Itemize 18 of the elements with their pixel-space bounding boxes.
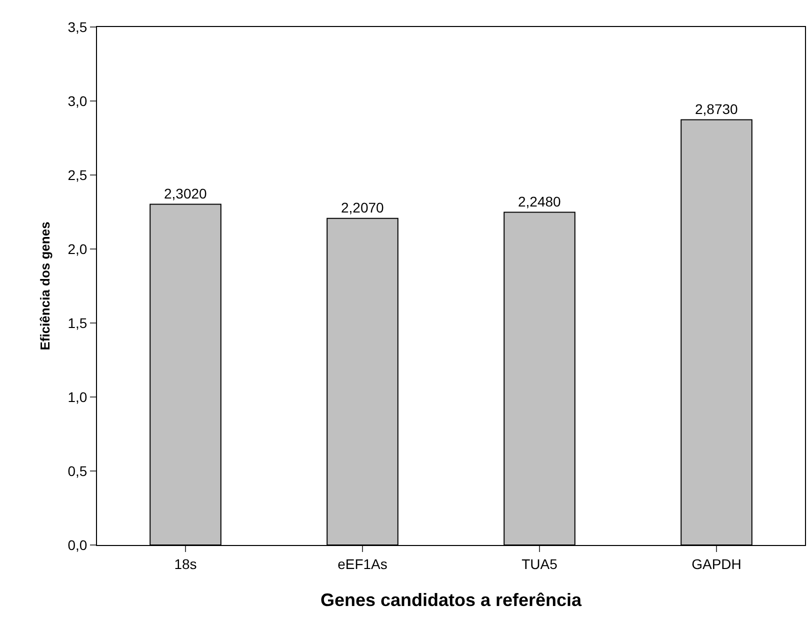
y-tick-label: 2,5	[68, 166, 88, 183]
y-tick-label: 0,5	[68, 462, 88, 479]
data-label: 2,2070	[340, 199, 384, 216]
y-tick-label: 2,0	[68, 240, 88, 257]
x-tick-label: eEF1As	[338, 556, 388, 572]
x-axis-title: Genes candidatos a referência	[320, 590, 583, 610]
data-label: 2,2480	[518, 193, 562, 210]
x-tick-label: TUA5	[522, 556, 558, 572]
y-tick-label: 3,5	[68, 18, 88, 35]
y-axis-title: Eficiência dos genes	[38, 222, 53, 350]
x-tick-label: 18s	[174, 556, 197, 572]
y-tick-label: 1,0	[68, 388, 88, 405]
y-tick-label: 0,0	[68, 536, 88, 553]
x-tick-label: GAPDH	[692, 556, 742, 572]
data-label: 2,3020	[164, 185, 208, 202]
data-label: 2,8730	[694, 100, 738, 117]
y-tick-label: 1,5	[68, 314, 88, 331]
y-tick-label: 3,0	[68, 92, 88, 109]
